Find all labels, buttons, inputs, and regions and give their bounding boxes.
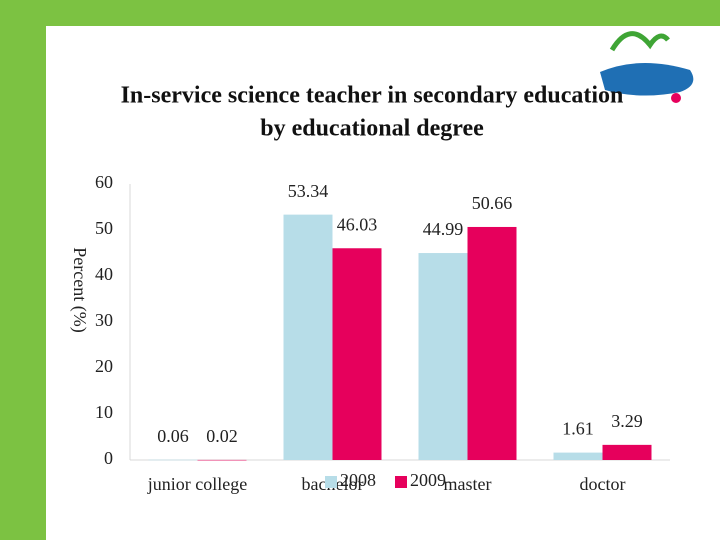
y-tick-label: 60 [95, 172, 113, 192]
data-label: 44.99 [423, 219, 464, 239]
bar [418, 253, 468, 460]
legend-label: 2008 [340, 470, 376, 490]
bar [602, 444, 652, 460]
legend-swatch [325, 476, 337, 488]
chart-title: by educational degree [260, 116, 484, 142]
data-label: 46.03 [337, 214, 378, 234]
data-label: 50.66 [472, 193, 513, 213]
bar [197, 459, 247, 461]
data-label: 1.61 [562, 419, 594, 439]
bar [467, 226, 517, 460]
x-tick-label: doctor [580, 474, 626, 494]
bar [553, 452, 603, 460]
data-label: 53.34 [288, 181, 329, 201]
y-axis-label: Percent (%) [69, 247, 90, 332]
y-tick-label: 0 [104, 448, 113, 468]
top-band [0, 0, 720, 26]
left-band [0, 0, 46, 540]
data-label: 3.29 [611, 411, 643, 431]
x-tick-label: master [444, 474, 492, 494]
chart-title: In-service science teacher in secondary … [121, 83, 624, 109]
bar [148, 459, 198, 461]
x-tick-label: junior college [147, 474, 247, 494]
data-label: 0.06 [157, 426, 189, 446]
logo [600, 31, 694, 103]
legend-label: 2009 [410, 470, 446, 490]
y-tick-label: 30 [95, 310, 113, 330]
bar [283, 214, 333, 460]
y-tick-label: 50 [95, 218, 113, 238]
bar [332, 248, 382, 460]
y-tick-label: 40 [95, 264, 113, 284]
y-tick-label: 10 [95, 402, 113, 422]
legend-swatch [395, 476, 407, 488]
data-label: 0.02 [206, 426, 238, 446]
y-tick-label: 20 [95, 356, 113, 376]
